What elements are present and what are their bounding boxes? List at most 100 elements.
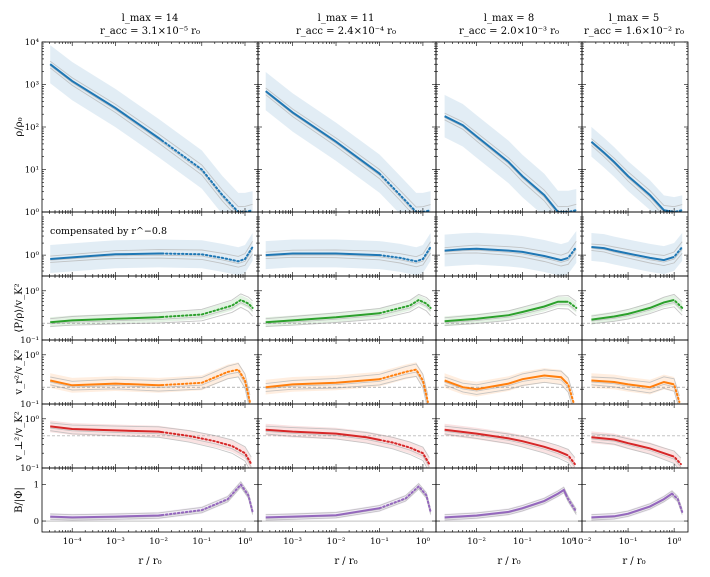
y-tick-label: 10⁻¹ bbox=[20, 336, 39, 346]
individual-profile-line bbox=[591, 142, 665, 212]
individual-profile-line bbox=[591, 495, 683, 521]
panel-plot-area bbox=[436, 295, 582, 327]
scatter-band bbox=[591, 295, 683, 325]
mean-profile-dotted bbox=[671, 492, 684, 513]
scatter-band bbox=[265, 423, 430, 468]
panel-radial-velocity-col-2 bbox=[257, 339, 437, 405]
panel-pressure-col-2 bbox=[257, 275, 437, 341]
mean-profile-solid bbox=[265, 90, 381, 175]
mean-profile-dotted bbox=[378, 368, 429, 403]
y-tick-label: 10⁰ bbox=[25, 287, 40, 297]
mean-profile-dotted bbox=[671, 246, 684, 259]
col-1-header-lmax: l_max = 14 bbox=[122, 13, 179, 24]
individual-profile-line bbox=[265, 94, 412, 212]
individual-profile-line bbox=[444, 119, 554, 212]
scatter-band bbox=[444, 368, 574, 404]
mean-profile-solid bbox=[265, 252, 380, 257]
ylabel-magnetic: B/|Φ| bbox=[14, 487, 25, 513]
individual-profile-line bbox=[49, 60, 253, 208]
mean-profile-solid bbox=[265, 507, 380, 519]
scatter-band bbox=[50, 362, 250, 404]
x-tick-label: 10⁻³ bbox=[106, 537, 125, 547]
individual-profile-line bbox=[265, 249, 431, 264]
mean-profile-solid bbox=[444, 428, 567, 456]
col-4-header-lmax: l_max = 5 bbox=[609, 13, 659, 24]
panel-plot-area bbox=[591, 233, 684, 275]
individual-profile-line bbox=[591, 490, 683, 516]
panel-plot-area bbox=[258, 362, 436, 404]
y-tick-label: 10⁰ bbox=[25, 208, 40, 218]
panel-magnetic-col-3: 10⁻² 10⁻¹ 10⁰ bbox=[435, 467, 583, 547]
y-tick-label: 0 bbox=[34, 517, 39, 527]
row-labels: ρ/ρ₀ ⟨P/ρ⟩/v_K² v_r²/v_K² v_⊥²/v_K² B/|Φ… bbox=[14, 117, 25, 512]
x-tick-label: 10⁻² bbox=[149, 537, 168, 547]
mean-profile-dotted bbox=[565, 209, 578, 212]
individual-profile-line bbox=[49, 67, 234, 212]
mean-profile-dotted bbox=[161, 431, 253, 466]
panel-grid: 10⁰10¹10²10³10⁴10⁰10⁻¹10⁰10⁻¹10⁰10⁻¹10⁰1… bbox=[20, 38, 689, 547]
y-tick-label: 10⁻¹ bbox=[20, 400, 39, 410]
panel-plot-area bbox=[42, 362, 258, 404]
individual-profile-line bbox=[444, 241, 577, 256]
individual-profile-line bbox=[265, 430, 430, 468]
individual-profile-line bbox=[444, 430, 576, 468]
individual-profile-line bbox=[591, 438, 682, 468]
panel-frame bbox=[581, 467, 689, 533]
mean-profile-dotted bbox=[671, 298, 684, 309]
mean-profile-solid bbox=[444, 488, 568, 519]
mean-profile-solid bbox=[591, 246, 673, 262]
scatter-band bbox=[444, 423, 575, 468]
panel-compensated-density-col-2 bbox=[257, 211, 437, 277]
individual-profile-line bbox=[444, 381, 573, 404]
individual-profile-line bbox=[591, 138, 683, 208]
scatter-band bbox=[591, 233, 683, 275]
individual-profile-line bbox=[444, 303, 577, 324]
individual-profile-line bbox=[265, 375, 428, 404]
x-tick-label: 10⁰ bbox=[416, 537, 431, 547]
y-tick-label: 10² bbox=[25, 123, 39, 133]
individual-profile-line bbox=[50, 376, 249, 404]
panel-plot-area bbox=[436, 368, 582, 404]
panel-magnetic-col-2: 10⁻³ 10⁻² 10⁻¹ 10⁰ bbox=[257, 467, 437, 547]
x-tick-label: 10⁻² bbox=[573, 537, 592, 547]
col-3-header-racc: r_acc = 2.0×10⁻³ r₀ bbox=[459, 26, 559, 37]
x-tick-label: 10⁰ bbox=[238, 537, 253, 547]
x-tick-label: 10⁰ bbox=[667, 537, 682, 547]
individual-profile-line bbox=[444, 486, 577, 516]
individual-profile-line bbox=[50, 362, 251, 396]
mean-profile-dotted bbox=[161, 368, 251, 403]
mean-profile-solid bbox=[591, 379, 673, 389]
individual-profile-line bbox=[50, 427, 252, 468]
panel-frame bbox=[581, 339, 689, 405]
panel-density-col-4 bbox=[581, 41, 689, 213]
col-4-header-racc: r_acc = 1.6×10⁻² r₀ bbox=[584, 26, 684, 37]
panel-plot-area bbox=[444, 94, 578, 212]
panel-plot-area bbox=[42, 293, 258, 328]
y-tick-label: 10⁴ bbox=[25, 38, 40, 48]
individual-profile-line bbox=[444, 117, 557, 212]
mean-profile-solid bbox=[265, 378, 380, 389]
mean-profile-dotted bbox=[161, 246, 254, 263]
individual-profile-line bbox=[591, 145, 661, 212]
mean-profile-dotted bbox=[565, 246, 578, 260]
y-tick-label: 1 bbox=[34, 480, 39, 490]
individual-profile-line bbox=[444, 433, 573, 468]
individual-profile-line bbox=[50, 253, 253, 268]
individual-profile-line bbox=[265, 433, 428, 468]
panel-plot-area bbox=[582, 373, 688, 404]
individual-profile-line bbox=[444, 377, 574, 404]
col-3-header-lmax: l_max = 8 bbox=[484, 13, 534, 24]
ylabel-pressure: ⟨P/ρ⟩/v_K² bbox=[14, 283, 25, 332]
x-tick-label: 10⁻² bbox=[467, 537, 486, 547]
panel-plot-area bbox=[444, 231, 578, 276]
panel-plot-area bbox=[258, 293, 436, 328]
panel-compensated-density-col-1: 10⁰ bbox=[25, 211, 259, 277]
scatter-band bbox=[265, 362, 428, 404]
x-tick-label: 10⁻¹ bbox=[513, 537, 532, 547]
panel-compensated-density-col-3 bbox=[435, 211, 583, 277]
mean-profile-dotted bbox=[565, 493, 578, 513]
mean-profile-solid bbox=[444, 115, 567, 212]
panel-plot-area bbox=[265, 72, 432, 212]
scatter-band bbox=[265, 482, 431, 521]
